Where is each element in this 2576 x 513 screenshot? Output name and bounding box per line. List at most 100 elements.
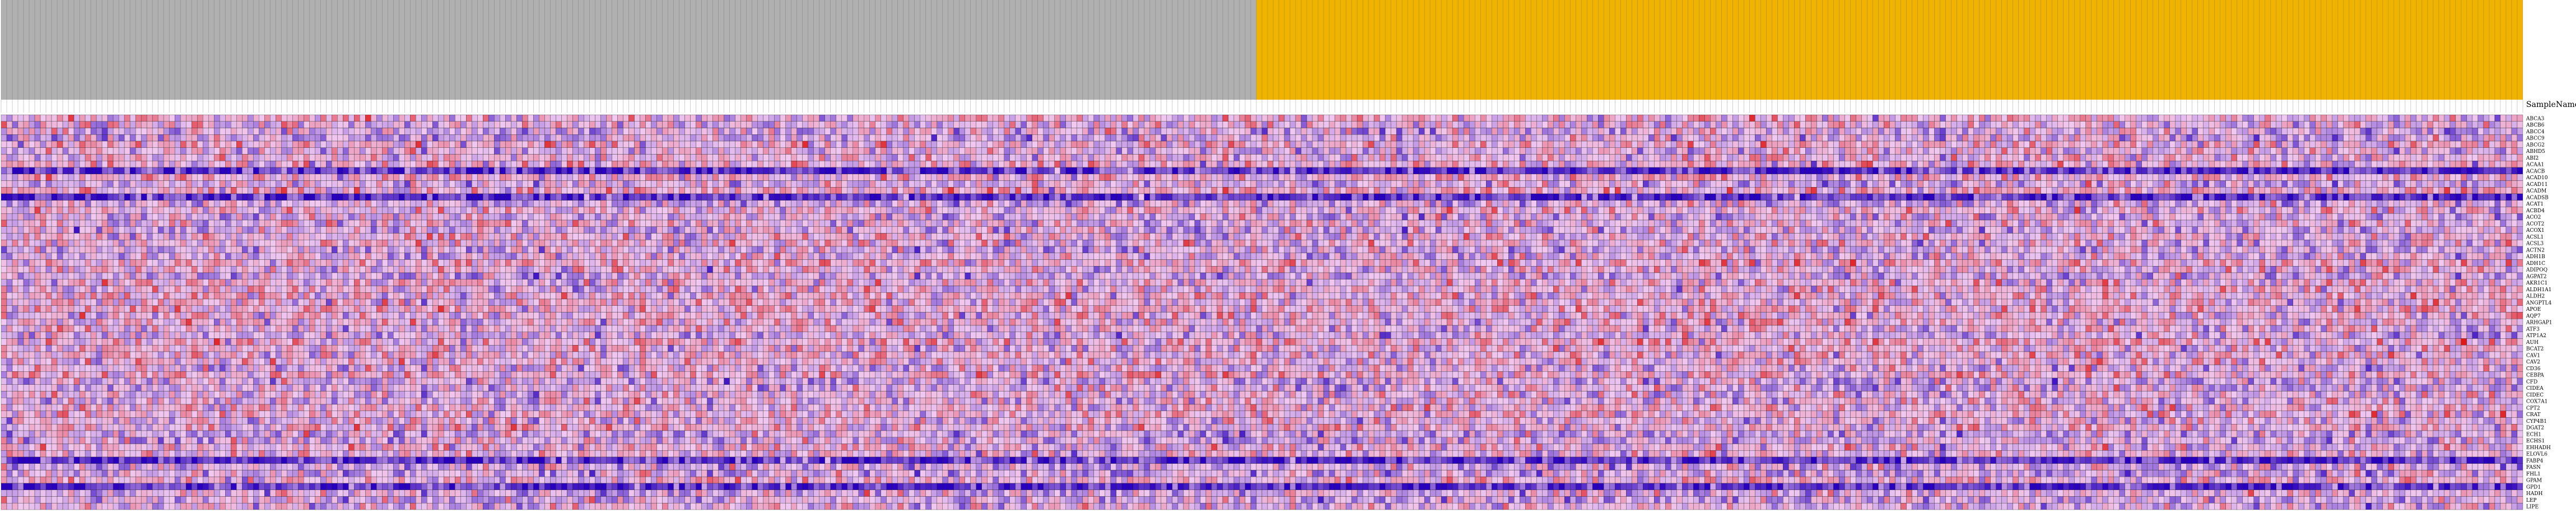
heatmap-cell [1413,141,1419,148]
heatmap-cell [264,115,270,122]
heatmap-cell [915,148,920,155]
heatmap-cell [1268,122,1273,128]
heatmap-cell [2506,155,2512,161]
heatmap-cell [337,155,343,161]
heatmap-cell [2220,167,2226,174]
heatmap-cell [2372,161,2377,167]
heatmap-cell [1525,141,1531,148]
heatmap-cell [2428,122,2433,128]
heatmap-cell [719,115,724,122]
heatmap-cell [1609,128,1615,135]
heatmap-cell [2237,141,2243,148]
heatmap-cell [1811,141,1816,148]
heatmap-cell [2489,128,2495,135]
heatmap-cell [35,115,40,122]
heatmap-cell [2506,115,2512,122]
heatmap-cell [1710,155,1716,161]
heatmap-cell [2075,134,2080,141]
heatmap-cell [494,161,500,167]
heatmap-cell [719,134,724,141]
heatmap-cell [2344,134,2349,141]
heatmap-cell [1991,161,1996,167]
heatmap-cell [747,167,752,174]
heatmap-cell [2120,167,2125,174]
heatmap-cell [1374,161,1380,167]
heatmap-cell [2276,134,2282,141]
heatmap-cell [2125,148,2131,155]
heatmap-cell [1111,128,1116,135]
heatmap-cell [1856,122,1861,128]
heatmap-cell [1918,134,1923,141]
heatmap-cell [477,122,483,128]
heatmap-cell [371,148,376,155]
heatmap-cell [1458,155,1464,161]
heatmap-cell [797,155,803,161]
heatmap-cell [1290,122,1296,128]
heatmap-cell [1744,141,1749,148]
heatmap-cell [231,161,236,167]
heatmap-cell [2489,161,2495,167]
heatmap-cell [1884,161,1889,167]
heatmap-cell [2383,115,2388,122]
heatmap-cell [1676,155,1682,161]
heatmap-cell [1256,134,1262,141]
heatmap-cell [2377,128,2383,135]
heatmap-cell [2500,128,2506,135]
heatmap-cell [2131,141,2136,148]
heatmap-cell [197,148,203,155]
heatmap-cell [987,167,993,174]
heatmap-cell [976,128,982,135]
heatmap-cell [1458,148,1464,155]
heatmap-cell [1144,155,1150,161]
heatmap-cell [572,161,578,167]
heatmap-cell [382,148,388,155]
heatmap-cell [2091,141,2097,148]
heatmap-cell [281,141,287,148]
heatmap-cell [360,128,365,135]
heatmap-cell [965,167,971,174]
heatmap-cell [2450,148,2456,155]
heatmap-cell [2187,115,2192,122]
heatmap-cell [1548,128,1553,135]
heatmap-cell [663,167,668,174]
heatmap-cell [1296,148,1301,155]
heatmap-cell [1139,161,1144,167]
heatmap-cell [719,141,724,148]
heatmap-cell [516,148,522,155]
heatmap-cell [1251,115,1256,122]
heatmap-cell [298,141,304,148]
heatmap-cell [617,115,623,122]
heatmap-cell [2198,128,2204,135]
heatmap-cell [814,115,819,122]
heatmap-cell [96,141,102,148]
heatmap-cell [1839,141,1844,148]
heatmap-cell [2069,161,2075,167]
heatmap-cell [1598,134,1604,141]
heatmap-cell [1010,167,1016,174]
heatmap-cell [393,148,399,155]
heatmap-cell [180,115,186,122]
heatmap-cell [421,134,427,141]
heatmap-cell [1335,167,1340,174]
heatmap-cell [522,167,528,174]
heatmap-cell [679,134,685,141]
heatmap-cell [1559,161,1564,167]
heatmap-cell [887,155,892,161]
heatmap-cell [2030,167,2035,174]
heatmap-cell [1273,141,1279,148]
heatmap-cell [2433,128,2439,135]
heatmap-cell [2512,148,2517,155]
heatmap-cell [1352,148,1357,155]
heatmap-cell [724,122,730,128]
heatmap-cell [1665,161,1671,167]
heatmap-cell [730,128,735,135]
heatmap-cell [242,122,248,128]
heatmap-cell [2170,148,2176,155]
heatmap-cell [1912,128,1918,135]
heatmap-cell [427,155,432,161]
heatmap-cell [505,128,511,135]
heatmap-cell [1542,128,1548,135]
heatmap-cell [1329,134,1335,141]
heatmap-cell [1032,148,1038,155]
heatmap-cell [1985,155,1991,161]
